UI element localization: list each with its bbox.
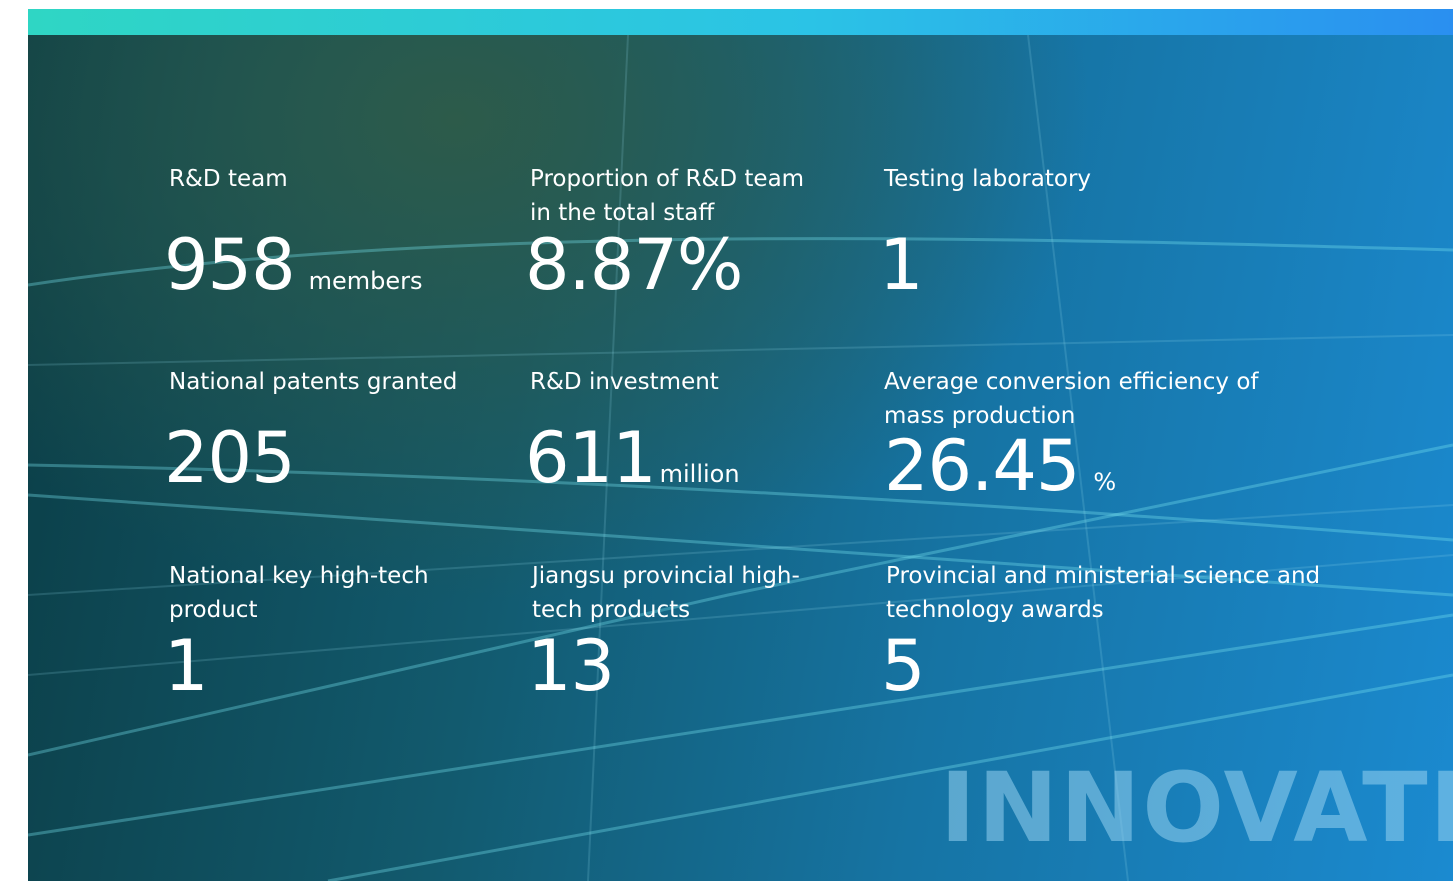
stat-label: Testing laboratory: [884, 162, 1091, 196]
stat-number: 611: [525, 417, 656, 499]
stat-number: 205: [164, 417, 295, 499]
top-bar: [28, 9, 1453, 35]
stat-value: 5: [881, 625, 925, 707]
brand-word: INNOVATE: [940, 752, 1453, 864]
stat-label: National key high-tech product: [169, 559, 469, 627]
stat-unit: %: [1093, 468, 1116, 496]
stat-value: 8.87%: [525, 224, 742, 306]
stat-number: 1: [879, 224, 923, 306]
stat-value: 13: [527, 625, 614, 707]
stat-value: 1: [879, 224, 923, 306]
stat-label: Jiangsu provincial high-tech products: [532, 559, 822, 627]
stat-unit: members: [309, 267, 423, 295]
stat-label: R&D team: [169, 162, 288, 196]
stat-number: 8.87%: [525, 224, 742, 306]
stat-number: 958: [164, 224, 295, 306]
stat-label: Average conversion efficiency of mass pr…: [884, 365, 1284, 433]
stat-number: 13: [527, 625, 614, 707]
stat-value: 205: [164, 417, 295, 499]
stat-number: 26.45: [884, 425, 1079, 507]
stat-unit: million: [660, 460, 740, 488]
stat-label: National patents granted: [169, 365, 457, 399]
stat-number: 1: [164, 625, 208, 707]
stat-value: 958 members: [164, 224, 423, 306]
stat-value: 1: [164, 625, 208, 707]
page: {"stats": [ {"label": "R&D team", "value…: [0, 0, 1453, 881]
stat-label: Provincial and ministerial science and t…: [886, 559, 1346, 627]
stat-number: 5: [881, 625, 925, 707]
stat-label: Proportion of R&D team in the total staf…: [530, 162, 830, 230]
stat-value: 26.45%: [884, 425, 1116, 507]
stat-label: R&D investment: [530, 365, 719, 399]
